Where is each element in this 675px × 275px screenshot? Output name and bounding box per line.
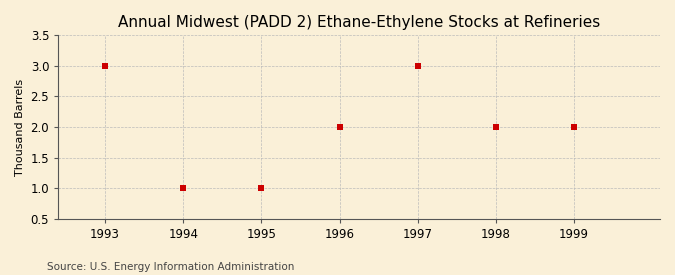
Title: Annual Midwest (PADD 2) Ethane-Ethylene Stocks at Refineries: Annual Midwest (PADD 2) Ethane-Ethylene … (118, 15, 600, 30)
Text: Source: U.S. Energy Information Administration: Source: U.S. Energy Information Administ… (47, 262, 294, 272)
Y-axis label: Thousand Barrels: Thousand Barrels (15, 78, 25, 176)
